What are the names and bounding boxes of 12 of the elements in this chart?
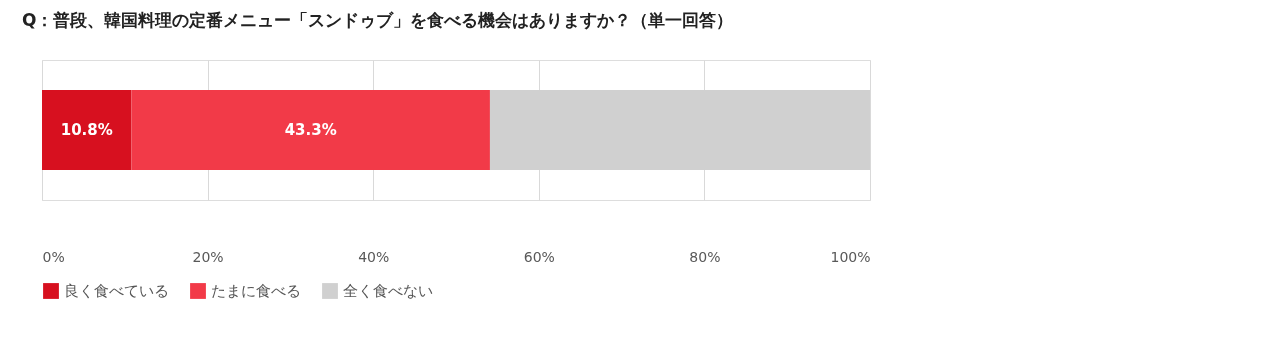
legend-label: たまに食べる: [211, 282, 301, 300]
data-label: 43.3%: [284, 121, 337, 139]
x-tick-label: 40%: [358, 248, 390, 265]
x-tick-label: 20%: [192, 248, 224, 265]
x-tick-label: 80%: [689, 248, 721, 265]
chart-title: Q：普段、韓国料理の定番メニュー「スンドゥブ」を食べる機会はありますか？（単一回答）: [22, 10, 734, 30]
x-tick-label: 0%: [42, 248, 65, 265]
legend-label: 良く食べている: [64, 282, 169, 300]
legend-label: 全く食べない: [343, 282, 433, 300]
x-tick-label: 100%: [830, 248, 871, 265]
data-label: 10.8%: [60, 121, 113, 139]
x-tick-label: 60%: [523, 248, 555, 265]
